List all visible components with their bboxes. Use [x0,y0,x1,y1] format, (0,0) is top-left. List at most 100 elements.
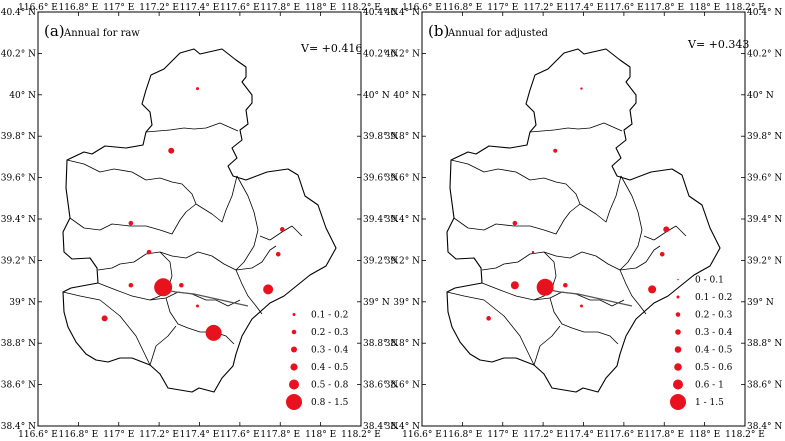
lon-tick-label: 116.8° E [59,3,99,13]
legend-label: 0.3 - 0.4 [695,328,733,338]
lon-tick-label: 117.8° E [260,430,300,440]
district-boundary-east [619,269,647,315]
station-dot [553,148,558,153]
station-dot [146,249,152,255]
lon-tick-label: 116.8° E [443,430,483,440]
legend-symbol [670,394,686,410]
district-boundary-eastern-coast [619,245,661,271]
lon-tick-label: 118° E [689,3,720,13]
district-boundary-jinnan [549,297,619,345]
district-boundary-dagang [533,325,561,366]
lat-tick-label: 39.2° N [747,256,782,266]
legend-label: 0.1 - 0.2 [311,311,348,321]
lat-tick-label: 40.4° N [1,8,36,18]
lat-tick-label: 39.2° N [363,256,398,266]
lon-tick-label: 117.4° E [180,3,220,13]
station-dot [531,250,535,254]
station-dot [154,278,173,297]
station-dot [536,278,554,296]
panel-b-legend: 0 - 0.1 0.1 - 0.2 0.2 - 0.3 0.3 - 0.4 0.4 - … [670,276,733,410]
legend-symbol [292,313,296,316]
lat-tick-label: 40° N [9,91,36,101]
legend-symbol [291,346,297,353]
district-boundary-southwest [62,291,151,366]
lat-tick-label: 39.4° N [385,215,420,225]
station-dot [648,285,657,294]
haihe-river [155,287,249,307]
lon-tick-label: 118° E [689,430,720,440]
panel-a-legend: 0.1 - 0.2 0.2 - 0.3 0.3 - 0.4 0.4 - 0.5 0.5 … [286,311,349,410]
lat-tick-label: 38.8° N [385,339,420,349]
lon-tick-label: 117.6° E [220,430,260,440]
lat-tick-label: 39° N [363,298,390,308]
district-boundary-baodi [450,159,622,223]
legend-symbol [674,363,682,371]
lon-tick-label: 118.2° E [725,3,765,13]
lon-tick-label: 117.6° E [604,3,644,13]
station-dot [512,220,518,226]
legend-label: 0.3 - 0.4 [311,346,349,356]
lon-tick-label: 117.2° E [139,430,179,440]
lon-tick-label: 117.4° E [564,3,604,13]
panel-b-subtitle: Annual for adjusted [447,28,549,39]
district-boundary-north [529,122,623,133]
district-boundary-eastern-coast [235,245,277,271]
lat-tick-label: 39.6° N [385,174,420,184]
district-boundary-jinnan [165,297,235,345]
lat-tick-label: 39° N [393,298,420,308]
lat-tick-label: 38.6° N [385,381,420,391]
lat-tick-label: 38.4° N [747,422,782,432]
legend-symbol [290,363,298,371]
lon-tick-label: 117.2° E [523,3,563,13]
district-boundary-east [235,269,263,315]
legend-label: 0.2 - 0.3 [311,328,349,338]
lat-tick-label: 39.8° N [747,132,782,142]
panel-b-v-value: V= +0.343 [687,38,749,51]
legend-label: 0.8 - 1.5 [311,398,349,408]
lat-tick-label: 38.6° N [363,381,398,391]
lat-tick-label: 40.2° N [747,49,782,59]
station-dot [195,304,199,308]
lat-tick-label: 39.8° N [363,132,398,142]
lat-tick-label: 40.2° N [1,49,36,59]
legend-label: 1 - 1.5 [695,398,724,408]
lon-tick-label: 118.2° E [341,430,381,440]
legend-label: 0.1 - 0.2 [695,293,732,303]
district-boundary-dagang [149,325,177,366]
lon-tick-label: 116.6° E [18,3,58,13]
legend-symbol [291,329,297,335]
district-boundary-wuqing [69,203,197,235]
lon-tick-label: 118.2° E [725,430,765,440]
station-dot [275,251,281,257]
station-dot [195,87,199,91]
lon-tick-label: 117.4° E [564,430,604,440]
lat-tick-label: 38.8° N [1,339,36,349]
lat-tick-label: 40.2° N [363,49,398,59]
lat-tick-label: 39.6° N [363,174,398,184]
lat-tick-label: 40.4° N [747,8,782,18]
lat-tick-label: 40.4° N [363,8,398,18]
panel-b-stations [486,87,670,321]
tianjin-outline [62,48,337,393]
panel-a-label: (a) [44,22,65,40]
legend-symbol [674,346,682,353]
district-boundary-central-ring [533,251,557,301]
lat-tick-label: 39.6° N [1,174,36,184]
station-dot [659,251,665,257]
lon-tick-label: 117.6° E [604,430,644,440]
lon-tick-label: 117° E [487,430,518,440]
lon-tick-label: 117.2° E [523,430,563,440]
lon-tick-label: 118° E [305,430,336,440]
lon-tick-label: 117° E [103,3,134,13]
lon-tick-label: 116.6° E [402,3,442,13]
lat-tick-label: 39.2° N [385,256,420,266]
lon-tick-label: 116.6° E [18,430,58,440]
lon-tick-label: 117.2° E [139,3,179,13]
station-dot [205,324,222,341]
lat-tick-label: 39.8° N [1,132,36,142]
district-boundary-hanggu [259,225,303,241]
district-boundary-ninghe [619,175,643,271]
lon-tick-label: 118.2° E [341,3,381,13]
